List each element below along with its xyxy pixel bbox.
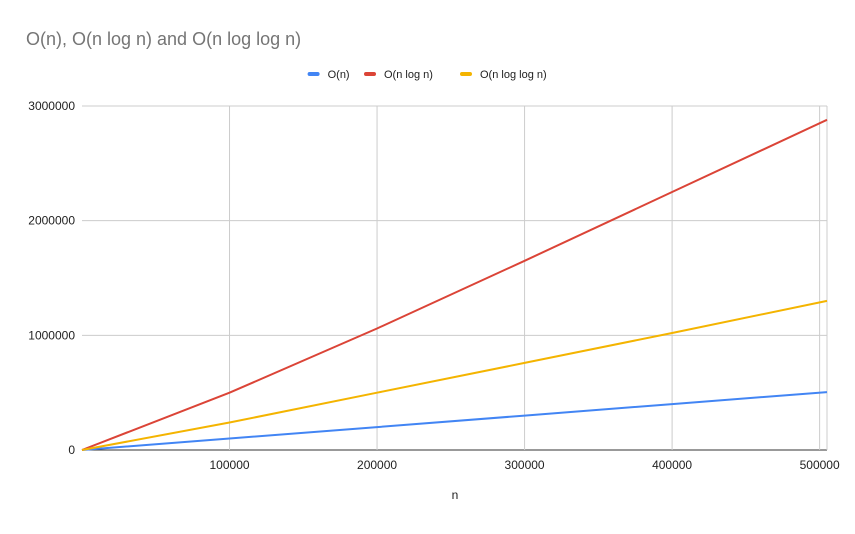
legend-label: O(n log log n) xyxy=(480,69,547,81)
legend-label: O(n) xyxy=(328,69,350,81)
legend-swatch xyxy=(307,72,320,76)
plot-area xyxy=(81,118,828,451)
x-tick-label: 500000 xyxy=(800,458,840,472)
y-tick-label: 1000000 xyxy=(28,328,75,342)
y-tick-label: 2000000 xyxy=(28,214,75,228)
y-axis: 0 1000000 2000000 3000000 xyxy=(28,99,75,457)
x-axis-label: n xyxy=(452,488,459,502)
legend: O(n) O(n log n) O(n log log n) xyxy=(307,69,547,81)
x-tick-label: 100000 xyxy=(210,458,250,472)
series-line xyxy=(81,299,828,451)
legend-swatch xyxy=(460,72,472,76)
x-tick-label: 200000 xyxy=(357,458,397,472)
legend-label: O(n log n) xyxy=(384,69,433,81)
chart-title: O(n), O(n log n) and O(n log log n) xyxy=(26,29,301,49)
legend-swatch xyxy=(364,72,376,76)
y-tick-label: 3000000 xyxy=(28,99,75,113)
y-tick-label: 0 xyxy=(68,443,75,457)
series-line xyxy=(81,391,828,451)
grid xyxy=(82,105,828,451)
x-tick-label: 300000 xyxy=(505,458,545,472)
series-line xyxy=(81,118,828,451)
x-axis: 100000 200000 300000 400000 500000 xyxy=(210,458,840,472)
x-tick-label: 400000 xyxy=(652,458,692,472)
